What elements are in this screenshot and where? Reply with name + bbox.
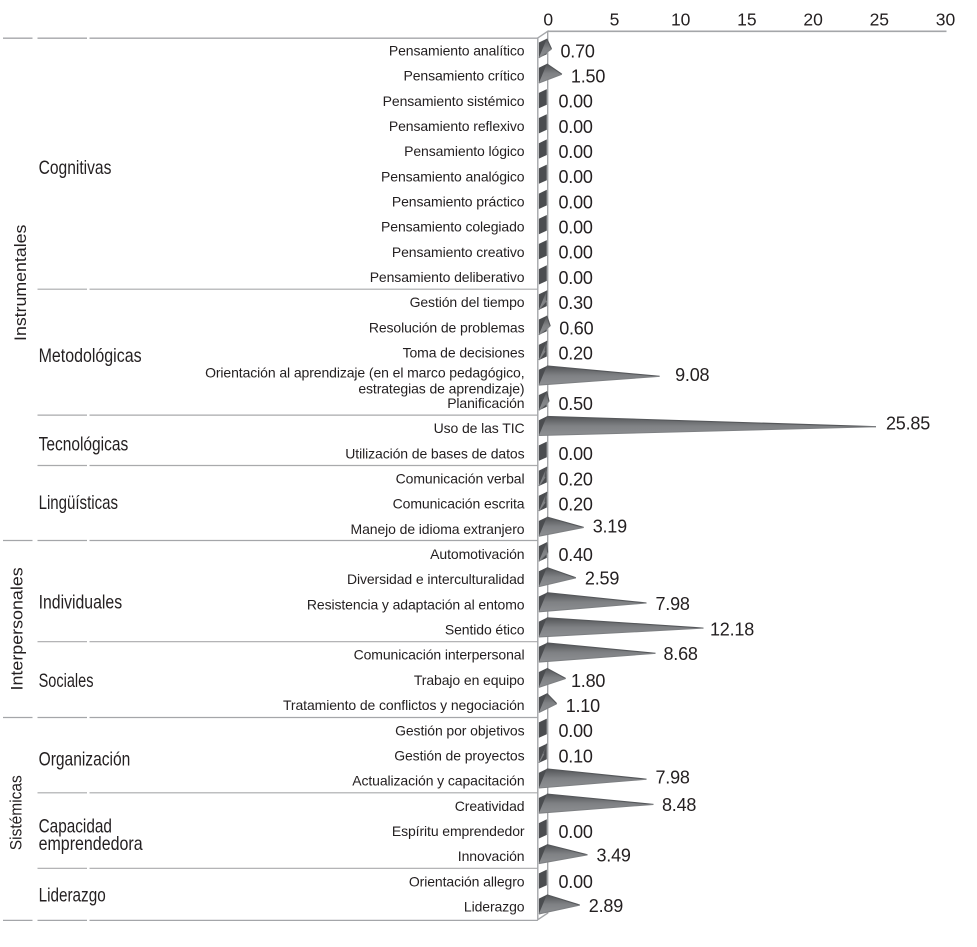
svg-text:9.08: 9.08 bbox=[675, 365, 709, 385]
svg-text:0.00: 0.00 bbox=[559, 243, 593, 263]
svg-text:Diversidad e interculturalidad: Diversidad e interculturalidad bbox=[347, 571, 525, 587]
svg-text:Sociales: Sociales bbox=[39, 670, 94, 692]
svg-text:Interpersonales: Interpersonales bbox=[7, 567, 26, 690]
svg-text:Pensamiento colegiado: Pensamiento colegiado bbox=[381, 219, 525, 235]
svg-text:0.20: 0.20 bbox=[559, 495, 593, 515]
svg-text:1.80: 1.80 bbox=[571, 671, 605, 691]
svg-text:Pensamiento sistémico: Pensamiento sistémico bbox=[383, 93, 525, 109]
svg-text:Gestión por objetivos: Gestión por objetivos bbox=[395, 722, 525, 738]
svg-text:8.68: 8.68 bbox=[664, 644, 698, 664]
svg-text:Manejo de idioma extranjero: Manejo de idioma extranjero bbox=[351, 521, 525, 537]
svg-text:Utilización de bases de datos: Utilización de bases de datos bbox=[345, 445, 524, 461]
svg-text:0.00: 0.00 bbox=[559, 218, 593, 238]
svg-text:Creatividad: Creatividad bbox=[455, 798, 525, 814]
svg-text:Orientación allegro: Orientación allegro bbox=[409, 873, 525, 889]
svg-text:Comunicación escrita: Comunicación escrita bbox=[393, 496, 525, 512]
svg-text:25: 25 bbox=[870, 9, 889, 29]
svg-text:Resistencia y adaptación al en: Resistencia y adaptación al entomo bbox=[307, 596, 525, 612]
svg-text:2.89: 2.89 bbox=[589, 896, 623, 916]
svg-text:Uso de las TIC: Uso de las TIC bbox=[434, 420, 525, 436]
svg-text:Liderazgo: Liderazgo bbox=[464, 899, 525, 915]
svg-text:Tecnológicas: Tecnológicas bbox=[39, 434, 129, 456]
svg-text:0: 0 bbox=[543, 9, 553, 29]
svg-text:Instrumentales: Instrumentales bbox=[11, 225, 30, 341]
svg-text:Metodológicas: Metodológicas bbox=[39, 345, 142, 367]
svg-text:Planificación: Planificación bbox=[447, 395, 524, 411]
svg-text:Cognitivas: Cognitivas bbox=[39, 157, 112, 179]
svg-text:0.00: 0.00 bbox=[559, 721, 593, 741]
svg-text:Tratamiento de conflictos y ne: Tratamiento de conflictos y negociación bbox=[283, 697, 525, 713]
svg-text:7.98: 7.98 bbox=[656, 594, 690, 614]
svg-text:0.00: 0.00 bbox=[559, 872, 593, 892]
svg-text:0.00: 0.00 bbox=[559, 822, 593, 842]
svg-text:Individuales: Individuales bbox=[39, 591, 123, 613]
svg-text:Pensamiento analógico: Pensamiento analógico bbox=[381, 168, 525, 184]
svg-text:emprendedora: emprendedora bbox=[39, 833, 143, 855]
svg-text:Pensamiento deliberativo: Pensamiento deliberativo bbox=[370, 269, 525, 285]
svg-text:Lingüísticas: Lingüísticas bbox=[39, 492, 119, 514]
svg-text:Liderazgo: Liderazgo bbox=[39, 885, 106, 907]
svg-text:0.00: 0.00 bbox=[559, 268, 593, 288]
svg-text:0.40: 0.40 bbox=[559, 545, 593, 565]
svg-text:30: 30 bbox=[936, 9, 956, 29]
svg-text:Pensamiento crítico: Pensamiento crítico bbox=[403, 68, 524, 84]
svg-text:Trabajo en equipo: Trabajo en equipo bbox=[414, 672, 525, 688]
svg-text:0.20: 0.20 bbox=[559, 344, 593, 364]
svg-text:0.60: 0.60 bbox=[559, 318, 593, 338]
svg-text:Pensamiento analítico: Pensamiento analítico bbox=[389, 42, 525, 58]
svg-text:3.49: 3.49 bbox=[597, 846, 631, 866]
svg-text:0.00: 0.00 bbox=[559, 167, 593, 187]
svg-text:1.50: 1.50 bbox=[571, 67, 605, 87]
svg-text:Pensamiento reflexivo: Pensamiento reflexivo bbox=[389, 118, 525, 134]
svg-text:Automotivación: Automotivación bbox=[430, 546, 524, 562]
svg-text:Resolución de problemas: Resolución de problemas bbox=[369, 319, 525, 335]
svg-text:Pensamiento lógico: Pensamiento lógico bbox=[404, 143, 525, 159]
svg-text:0.20: 0.20 bbox=[559, 469, 593, 489]
svg-text:Actualización y capacitación: Actualización y capacitación bbox=[352, 773, 524, 789]
svg-text:0.70: 0.70 bbox=[561, 41, 595, 61]
svg-text:20: 20 bbox=[803, 9, 823, 29]
svg-text:12.18: 12.18 bbox=[710, 619, 754, 639]
svg-text:0.00: 0.00 bbox=[559, 192, 593, 212]
svg-text:0.00: 0.00 bbox=[559, 142, 593, 162]
svg-text:Organización: Organización bbox=[39, 749, 131, 771]
svg-text:Comunicación interpersonal: Comunicación interpersonal bbox=[354, 647, 525, 663]
svg-text:Espíritu emprendedor: Espíritu emprendedor bbox=[392, 823, 525, 839]
svg-text:7.98: 7.98 bbox=[656, 768, 690, 788]
svg-text:5: 5 bbox=[610, 9, 620, 29]
svg-text:0.10: 0.10 bbox=[559, 746, 593, 766]
svg-text:3.19: 3.19 bbox=[593, 517, 627, 537]
svg-text:Comunicación verbal: Comunicación verbal bbox=[396, 471, 525, 487]
svg-text:1.10: 1.10 bbox=[566, 696, 600, 716]
svg-text:0.00: 0.00 bbox=[559, 444, 593, 464]
svg-text:25.85: 25.85 bbox=[886, 414, 930, 434]
svg-text:Sistémicas: Sistémicas bbox=[7, 775, 26, 850]
svg-text:0.00: 0.00 bbox=[559, 92, 593, 112]
svg-text:Innovación: Innovación bbox=[458, 848, 525, 864]
svg-text:8.48: 8.48 bbox=[662, 795, 696, 815]
svg-text:0.30: 0.30 bbox=[559, 293, 593, 313]
svg-text:Gestión del tiempo: Gestión del tiempo bbox=[410, 294, 525, 310]
svg-text:0.50: 0.50 bbox=[559, 394, 593, 414]
svg-text:Pensamiento creativo: Pensamiento creativo bbox=[392, 244, 525, 260]
svg-text:Pensamiento práctico: Pensamiento práctico bbox=[392, 194, 525, 210]
svg-text:2.59: 2.59 bbox=[585, 569, 619, 589]
svg-text:Toma de decisiones: Toma de decisiones bbox=[403, 345, 525, 361]
svg-text:10: 10 bbox=[671, 9, 691, 29]
svg-text:estrategias de aprendizaje): estrategias de aprendizaje) bbox=[358, 380, 524, 396]
svg-text:Gestión de proyectos: Gestión de proyectos bbox=[394, 747, 524, 763]
svg-text:Sentido ético: Sentido ético bbox=[445, 622, 525, 638]
svg-text:Orientación al aprendizaje (en: Orientación al aprendizaje (en el marco … bbox=[205, 364, 524, 380]
svg-text:0.00: 0.00 bbox=[559, 117, 593, 137]
svg-text:15: 15 bbox=[737, 9, 756, 29]
